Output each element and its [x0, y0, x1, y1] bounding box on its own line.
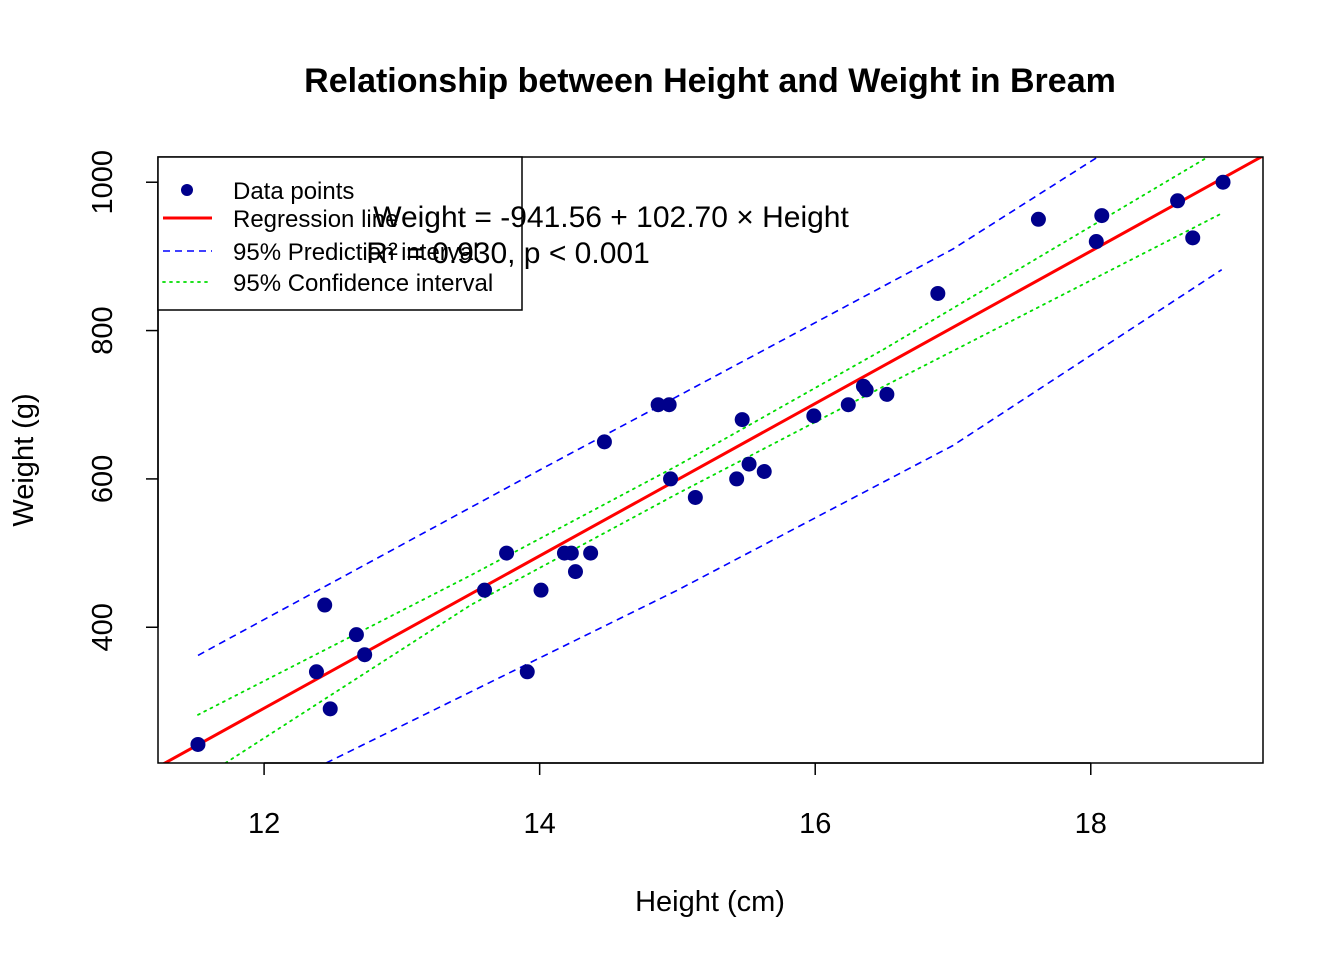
x-tick-label: 18 [1075, 808, 1107, 840]
confidence-interval-lower [224, 212, 1223, 763]
legend-label: Regression line [233, 206, 398, 233]
data-point [661, 397, 677, 413]
y-axis: 400 600 800 1000 [87, 150, 159, 651]
data-point [1088, 234, 1104, 250]
data-point [348, 627, 364, 643]
legend-label: 95% Confidence interval [233, 270, 493, 297]
data-point [1030, 211, 1046, 227]
legend-label: 95% Prediction interval [233, 239, 478, 266]
x-tick-label: 12 [248, 808, 280, 840]
y-axis-label: Weight (g) [8, 393, 40, 526]
r-squared-label: R² = 0.930, p < 0.001 [366, 237, 650, 270]
x-axis: 12 14 16 18 [248, 762, 1107, 840]
data-point [687, 489, 703, 505]
data-point [663, 471, 679, 487]
data-point [840, 397, 856, 413]
data-point [596, 434, 612, 450]
data-point [533, 582, 549, 598]
data-point [357, 647, 373, 663]
data-point [806, 408, 822, 424]
data-point [563, 545, 579, 561]
data-point [190, 736, 206, 752]
y-tick-label: 1000 [87, 150, 119, 215]
legend-item: 95% Prediction interval [163, 239, 478, 266]
data-point [930, 285, 946, 301]
data-point [519, 664, 535, 680]
data-point [499, 545, 515, 561]
x-tick-label: 14 [524, 808, 556, 840]
data-point [1215, 174, 1231, 190]
data-point [567, 564, 583, 580]
legend-item: 95% Confidence interval [162, 270, 493, 297]
y-tick-label: 600 [87, 455, 119, 503]
regression-equation: Weight = -941.56 + 102.70 × Height [373, 201, 849, 234]
data-point [879, 386, 895, 402]
y-tick-label: 400 [87, 603, 119, 651]
regression-line [161, 157, 1263, 763]
y-tick-label: 800 [87, 306, 119, 354]
data-point [322, 701, 338, 717]
data-point [729, 471, 745, 487]
x-tick-label: 16 [799, 808, 831, 840]
data-point [1185, 230, 1201, 246]
legend-point-symbol [181, 184, 193, 196]
data-point [1170, 193, 1186, 209]
x-axis-label: Height (cm) [635, 886, 785, 918]
data-point [317, 597, 333, 613]
legend-box [157, 156, 523, 311]
data-point [583, 545, 599, 561]
confidence-interval-upper [197, 157, 1210, 716]
legend-item: Regression line [163, 206, 398, 233]
data-point [477, 582, 493, 598]
legend-item: Data points [181, 178, 354, 205]
plot-area [161, 157, 1263, 763]
data-point [858, 382, 874, 398]
data-point [741, 456, 757, 472]
data-point [756, 463, 772, 479]
plot-marks [161, 157, 1263, 763]
legend-label: Data points [233, 178, 354, 205]
data-point [650, 397, 666, 413]
data-point [1094, 208, 1110, 224]
data-point [734, 412, 750, 428]
prediction-interval-upper [197, 157, 1099, 657]
data-point [308, 664, 324, 680]
chart-title: Relationship between Height and Weight i… [304, 62, 1116, 100]
prediction-interval-lower [325, 269, 1223, 763]
